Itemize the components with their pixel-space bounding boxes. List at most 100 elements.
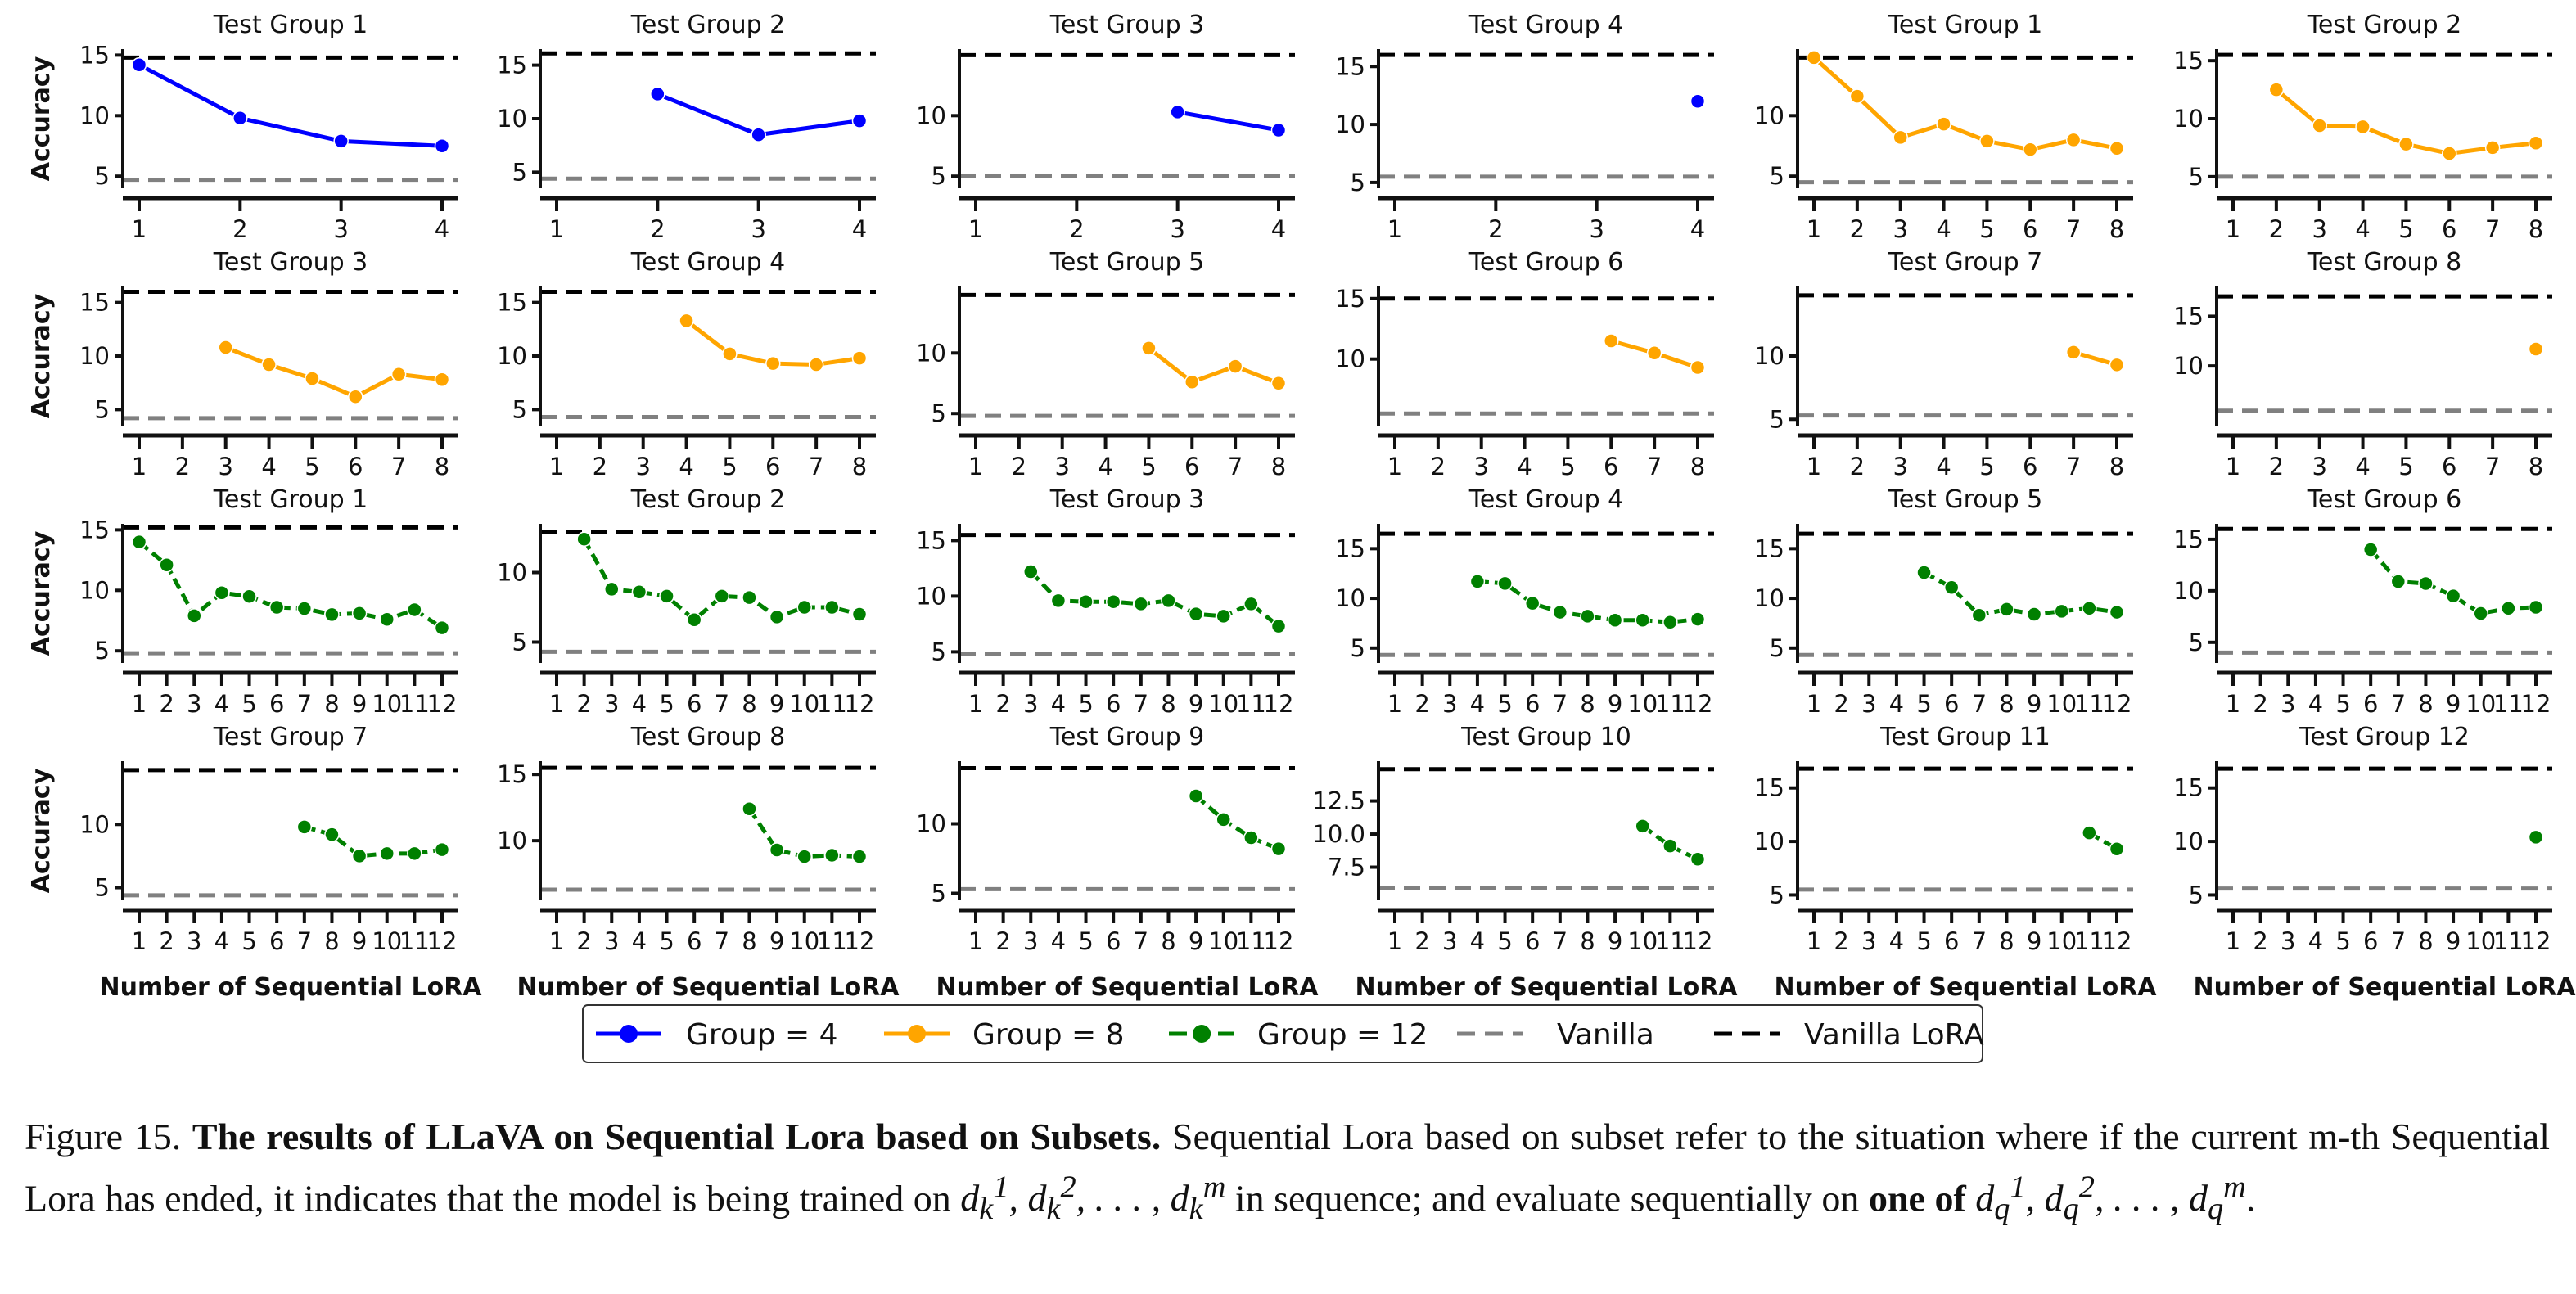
y-tick-label: 5 (1770, 881, 1784, 909)
x-tick-label: 10 (2465, 690, 2496, 718)
legend-label: Vanilla LoRA (1804, 1018, 1984, 1052)
y-tick-label: 10 (1754, 584, 1784, 612)
x-tick-label: 4 (1271, 215, 1286, 243)
x-tick-label: 12 (1683, 690, 1713, 718)
x-tick-label: 7 (1228, 453, 1243, 480)
subplot-title: Test Group 3 (213, 248, 368, 277)
y-tick-label: 10 (79, 576, 110, 604)
caption-title: The results of LLaVA on Sequential Lora … (192, 1116, 1162, 1157)
x-tick-label: 10 (1208, 927, 1238, 955)
subplot-panel: Test Group 7 5 10 1 2 3 4 5 6 7 8 (1754, 248, 2133, 480)
x-tick-label: 12 (845, 690, 875, 718)
data-point (2082, 600, 2097, 616)
data-point (218, 340, 233, 355)
data-point (1552, 604, 1568, 620)
subplot-title: Test Group 2 (630, 11, 786, 39)
y-tick-label: 10 (497, 827, 527, 854)
data-point (1270, 618, 1287, 634)
data-point (2109, 841, 2125, 857)
x-tick-label: 5 (1078, 927, 1093, 955)
data-point (214, 585, 230, 601)
data-point (351, 606, 368, 621)
data-point (808, 357, 824, 372)
x-tick-label: 9 (1189, 690, 1203, 718)
x-tick-label: 10 (1627, 927, 1658, 955)
x-tick-label: 4 (1470, 927, 1485, 955)
x-tick-label: 3 (1861, 927, 1876, 955)
data-point (1243, 596, 1259, 612)
x-tick-label: 2 (576, 927, 591, 955)
x-tick-label: 12 (845, 927, 875, 955)
x-tick-label: 6 (2363, 927, 2378, 955)
subplot-title: Test Group 2 (630, 485, 786, 514)
y-tick-label: 10 (1335, 345, 1365, 373)
data-point (2109, 140, 2125, 156)
x-tick-label: 3 (1023, 927, 1038, 955)
x-tick-label: 4 (1889, 690, 1904, 718)
x-tick-label: 7 (2391, 927, 2406, 955)
x-tick-label: 10 (2465, 927, 2496, 955)
x-tick-label: 2 (1431, 453, 1446, 480)
legend-item-group12: Group = 12 (1169, 1018, 1428, 1052)
x-tick-label: 6 (2363, 690, 2378, 718)
data-point (1690, 851, 1706, 868)
y-tick-label: 5 (2189, 881, 2204, 909)
data-point (1078, 593, 1094, 610)
x-tick-label: 6 (348, 453, 363, 480)
x-tick-label: 1 (1387, 690, 1402, 718)
data-point (268, 599, 285, 615)
x-tick-label: 2 (232, 215, 247, 243)
series-line (582, 538, 860, 622)
x-tick-label: 4 (1517, 453, 1532, 480)
x-tick-label: 6 (1525, 690, 1540, 718)
x-tick-label: 2 (576, 690, 591, 718)
data-point (2501, 601, 2516, 616)
data-point (2023, 142, 2038, 157)
x-tick-label: 7 (2391, 690, 2406, 718)
y-tick-label: 15 (79, 516, 110, 543)
data-point (2528, 135, 2544, 151)
subplot-title: Test Group 4 (630, 248, 786, 277)
y-tick-label: 15 (916, 526, 946, 554)
x-tick-label: 9 (2027, 690, 2041, 718)
subplot-title: Test Group 5 (1888, 485, 2043, 514)
x-tick-label: 3 (1023, 690, 1038, 718)
x-tick-label: 3 (218, 453, 232, 480)
data-point (679, 313, 694, 329)
x-tick-label: 6 (1525, 927, 1540, 955)
x-tick-label: 8 (1690, 453, 1705, 480)
y-tick-label: 15 (1754, 534, 1784, 562)
x-tick-label: 11 (817, 690, 847, 718)
x-tick-label: 7 (1553, 927, 1568, 955)
data-point (1646, 345, 1662, 361)
x-tick-label: 4 (679, 453, 693, 480)
x-tick-label: 8 (742, 690, 756, 718)
y-tick-label: 10 (2173, 827, 2204, 855)
y-tick-label: 5 (512, 629, 527, 656)
x-tick-label: 4 (2355, 215, 2370, 243)
y-tick-label: 10 (497, 559, 527, 587)
x-tick-label: 4 (632, 927, 647, 955)
y-tick-label: 15 (2173, 525, 2204, 553)
x-tick-label: 11 (2074, 927, 2105, 955)
x-tick-label: 3 (1442, 690, 1457, 718)
data-point (851, 350, 868, 366)
y-tick-label: 5 (95, 162, 110, 190)
data-point (1188, 788, 1204, 804)
y-tick-label: 15 (2173, 302, 2204, 330)
series-line (1477, 579, 1699, 624)
x-tick-label: 12 (2102, 927, 2132, 955)
data-point (851, 849, 868, 864)
data-point (1806, 50, 1822, 65)
series-line (1194, 794, 1279, 851)
legend-item-vanilla-lora: Vanilla LoRA (1714, 1018, 1984, 1052)
data-point (1690, 93, 1706, 109)
y-tick-label: 10 (79, 810, 110, 838)
subplot-title: Test Group 6 (1468, 248, 1624, 277)
x-tick-label: 3 (1861, 690, 1876, 718)
x-tick-label: 4 (852, 215, 867, 243)
